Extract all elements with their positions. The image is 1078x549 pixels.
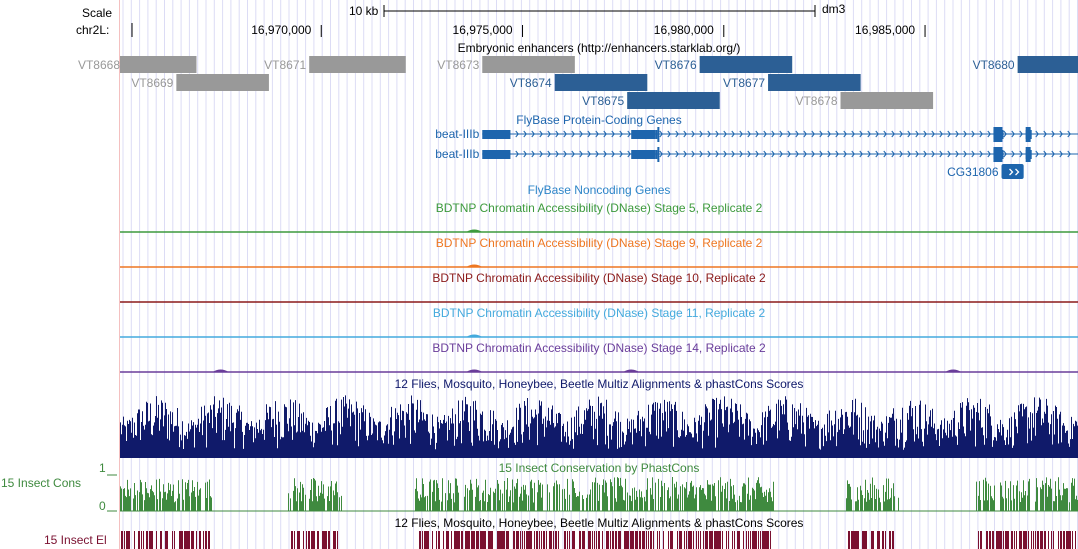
enhancer-bar-vt8677[interactable]: [768, 74, 861, 91]
elements-track-title[interactable]: 12 Flies, Mosquito, Honeybee, Beetle Mul…: [394, 516, 804, 530]
ruler-tick-label: 16,975,000: [452, 23, 513, 37]
enhancer-label[interactable]: VT8678: [795, 94, 838, 108]
ruler-tick-label: 16,980,000: [653, 23, 714, 37]
gene-exon-tall: [1025, 127, 1031, 142]
grid-lines: [122, 0, 1078, 549]
enhancer-label[interactable]: VT8675: [582, 94, 625, 108]
dnase-peak: [212, 369, 229, 372]
enhancer-bar-vt8668[interactable]: [120, 56, 197, 73]
coding-genes-track-title[interactable]: FlyBase Protein-Coding Genes: [516, 113, 682, 127]
enhancer-bar-vt8671[interactable]: [309, 56, 406, 73]
dnase-stage11-title[interactable]: BDTNP Chromatin Accessibility (DNase) St…: [432, 306, 766, 320]
multiz-conservation-bars[interactable]: [120, 395, 1078, 458]
gene-exon[interactable]: [482, 130, 511, 139]
dnase-stage10-title[interactable]: BDTNP Chromatin Accessibility (DNase) St…: [432, 271, 766, 285]
dnase-stage5-title[interactable]: BDTNP Chromatin Accessibility (DNase) St…: [435, 201, 763, 215]
enhancer-bar-vt8680[interactable]: [1017, 56, 1078, 73]
gene-exon-tall: [993, 127, 1003, 142]
gene-exon[interactable]: [631, 130, 656, 139]
gene-label[interactable]: beat-IIIb: [435, 127, 480, 141]
phastcons-axis-min: 0: [99, 499, 106, 513]
gene-exon-marker: [657, 147, 660, 162]
ruler-tick-label: 16,985,000: [855, 23, 916, 37]
enhancer-label[interactable]: VT8671: [264, 58, 307, 72]
dnase-peak: [466, 229, 483, 232]
dnase-peak: [466, 334, 483, 337]
phastcons-axis-max: 1: [99, 461, 106, 475]
gene-exon[interactable]: [655, 130, 658, 139]
enhancer-label[interactable]: VT8669: [131, 76, 174, 90]
phastcons-track-title[interactable]: 15 Insect Conservation by PhastCons: [498, 461, 700, 475]
dnase-peak: [466, 264, 483, 267]
enhancer-bar-vt8675[interactable]: [627, 92, 720, 109]
gene-exon[interactable]: [655, 150, 658, 159]
enhancer-bar-vt8676[interactable]: [699, 56, 793, 73]
enhancer-bar-vt8678[interactable]: [840, 92, 934, 109]
gene-exon-tall: [993, 147, 1003, 162]
enhancer-track-title[interactable]: Embryonic enhancers (http://enhancers.st…: [457, 41, 741, 55]
gene-label[interactable]: CG31806: [947, 165, 999, 179]
gene-exon-marker: [657, 127, 660, 142]
dnase-peak: [945, 369, 962, 372]
scale-label: Scale: [82, 6, 113, 20]
ruler-tick-label: 16,970,000: [251, 23, 312, 37]
scale-bar-text: 10 kb: [349, 4, 379, 18]
enhancer-label[interactable]: VT8680: [972, 58, 1015, 72]
gene-label[interactable]: beat-IIIb: [435, 147, 480, 161]
assembly-label: dm3: [822, 2, 846, 16]
multiz-track-title[interactable]: 12 Flies, Mosquito, Honeybee, Beetle Mul…: [394, 377, 804, 391]
elements-side-label[interactable]: 15 Insect El: [44, 533, 107, 547]
gene-exon[interactable]: [631, 150, 656, 159]
enhancer-label[interactable]: VT8673: [437, 58, 480, 72]
strand-chevron-icon: [1009, 168, 1020, 176]
conserved-element-bars[interactable]: [121, 531, 1076, 549]
enhancer-bar-vt8673[interactable]: [482, 56, 575, 73]
phastcons-side-label[interactable]: 15 Insect Cons: [1, 476, 82, 490]
enhancer-label[interactable]: VT8677: [723, 76, 766, 90]
phastcons-score-bars[interactable]: [120, 477, 1078, 511]
dnase-peak: [466, 369, 483, 372]
chrom-label: chr2L:: [76, 23, 110, 37]
enhancer-bar-vt8674[interactable]: [554, 74, 648, 91]
dnase-stage14-title[interactable]: BDTNP Chromatin Accessibility (DNase) St…: [432, 341, 766, 355]
gene-exon[interactable]: [482, 150, 511, 159]
enhancer-label[interactable]: VT8676: [654, 58, 697, 72]
enhancer-label[interactable]: VT8674: [509, 76, 552, 90]
dnase-peak: [623, 369, 640, 372]
dnase-stage9-title[interactable]: BDTNP Chromatin Accessibility (DNase) St…: [435, 236, 763, 250]
enhancer-bar-vt8669[interactable]: [176, 74, 269, 91]
enhancer-label[interactable]: VT8668: [77, 58, 120, 72]
noncoding-genes-track-title[interactable]: FlyBase Noncoding Genes: [527, 183, 671, 197]
gene-exon-tall: [1025, 147, 1031, 162]
